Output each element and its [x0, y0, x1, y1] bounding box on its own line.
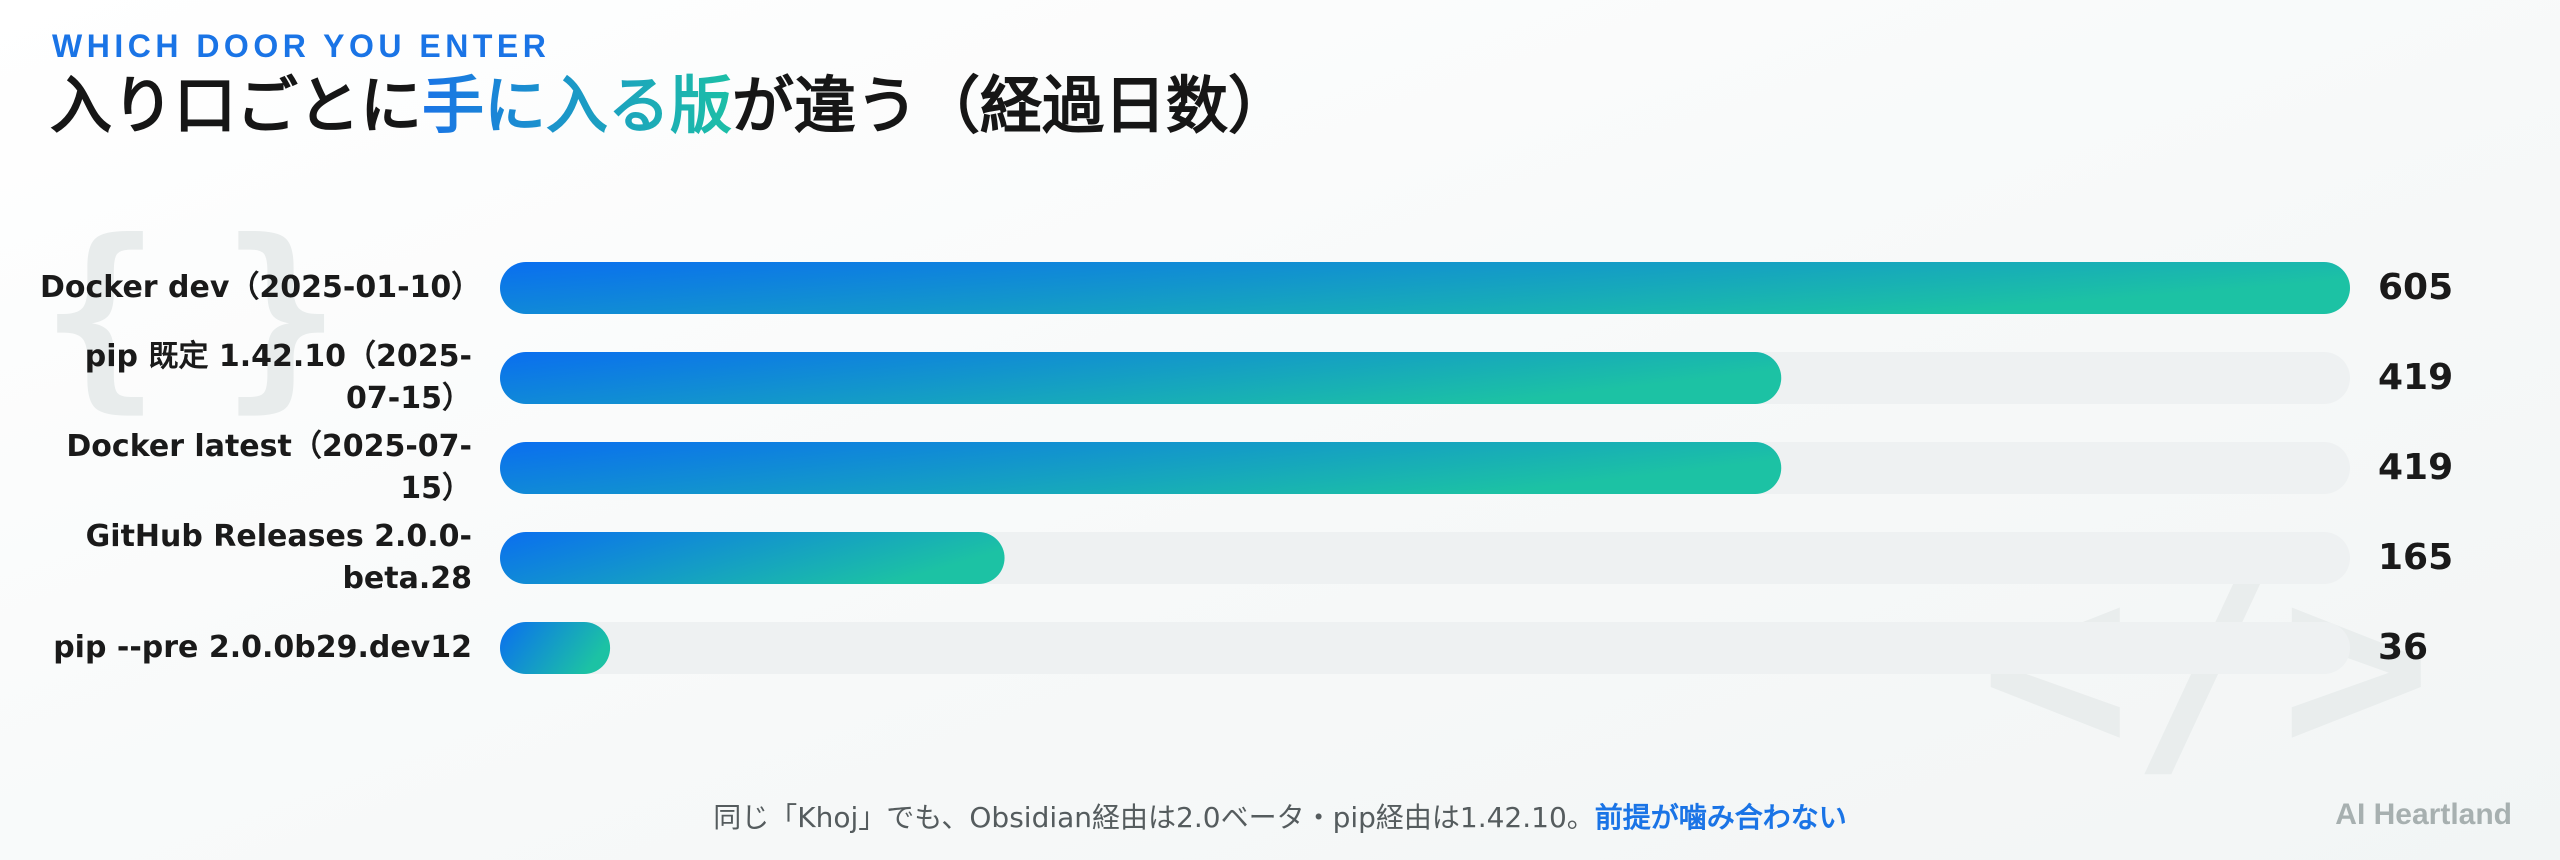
footer-note: 同じ「Khoj」でも、Obsidian経由は2.0ベータ・pip経由は1.42.… [0, 796, 2560, 836]
page-title: 入り口ごとに手に入る版が違う（経過日数） [50, 70, 1290, 141]
bar [500, 262, 2350, 314]
brand-logo: AI Heartland [2335, 798, 2512, 831]
title-part-2: が違う（経過日数） [732, 69, 1291, 142]
section-kicker: WHICH DOOR YOU ENTER [52, 28, 551, 64]
footer-emphasis: 前提が噛み合わない [1594, 801, 1847, 834]
bar-value-label: 36 [2378, 627, 2429, 668]
bar-category-label: Docker latest（2025-07-15） [66, 429, 472, 506]
bar-category-label: GitHub Releases 2.0.0-beta.28 [85, 519, 472, 596]
footer-text: 同じ「Khoj」でも、Obsidian経由は2.0ベータ・pip経由は1.42.… [713, 801, 1595, 834]
bar-value-label: 605 [2378, 267, 2454, 308]
bar [500, 622, 611, 674]
bar-value-label: 419 [2378, 447, 2454, 488]
bar [500, 532, 1005, 584]
bar-track [500, 622, 2350, 674]
bar [500, 442, 1782, 494]
bar [500, 352, 1782, 404]
title-highlight: 手に入る版 [422, 69, 733, 142]
bar-category-label: Docker dev（2025-01-10） [40, 270, 482, 305]
title-part-1: 入り口ごとに [50, 69, 423, 142]
bar-value-label: 165 [2378, 537, 2454, 578]
bar-value-label: 419 [2378, 357, 2454, 398]
bar-category-label: pip 既定 1.42.10（2025-07-15） [84, 339, 472, 416]
bar-category-label: pip --pre 2.0.0b29.dev12 [53, 630, 472, 665]
